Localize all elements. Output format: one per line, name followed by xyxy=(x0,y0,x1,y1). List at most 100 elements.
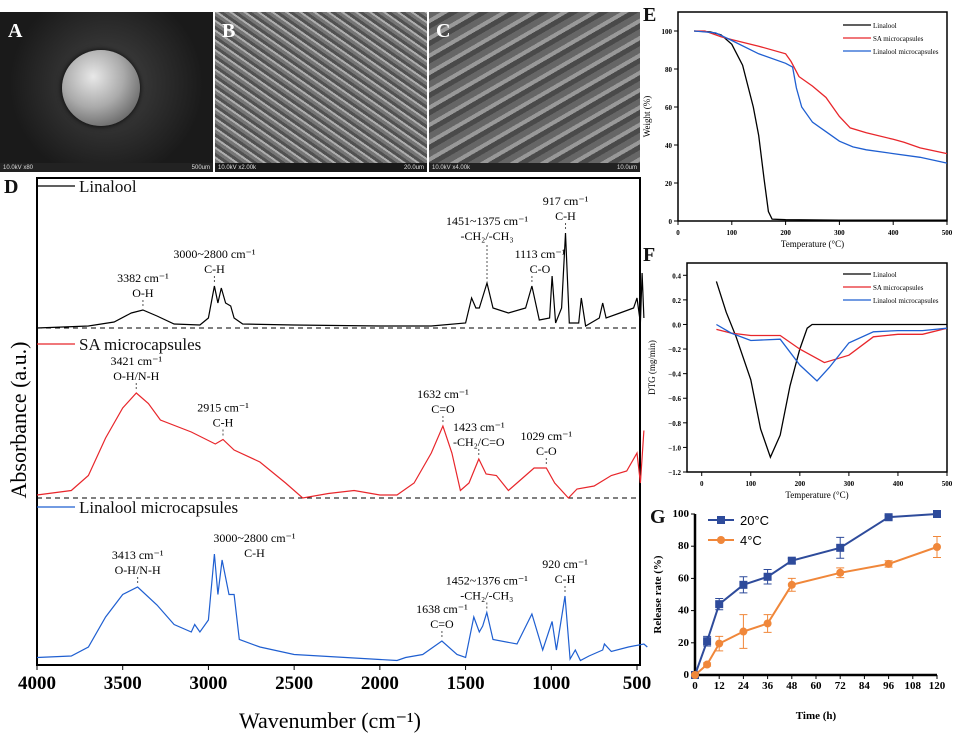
y-tick-label: 40 xyxy=(665,142,673,150)
sem-info-bar: 10.0kV x2.00k 20.0um xyxy=(215,163,427,172)
x-tick-label: 48 xyxy=(786,680,798,692)
y-tick-label: −0.8 xyxy=(668,420,681,428)
plot-frame xyxy=(686,262,948,473)
x-tick-label: 2000 xyxy=(361,673,399,694)
annotation-wavenumber: 3421 cm⁻¹ xyxy=(110,354,162,368)
y-tick-label: 60 xyxy=(678,572,690,584)
sem-scale: 500um xyxy=(191,164,210,171)
x-tick-label: 300 xyxy=(844,480,855,488)
y-tick-label: −1.0 xyxy=(668,444,681,452)
legend-marker xyxy=(717,516,725,524)
annotation-wavenumber: 3000~2800 cm⁻¹ xyxy=(173,247,255,261)
x-tick-label: 1000 xyxy=(532,673,570,694)
sem-info-bar: 10.0kV x80 500um xyxy=(0,163,213,172)
x-tick-label: 1500 xyxy=(447,673,485,694)
annotation-wavenumber: 1451~1375 cm⁻¹ xyxy=(446,214,528,228)
sem-scale: 20.0um xyxy=(403,164,424,171)
y-tick-label: 0.0 xyxy=(672,321,681,329)
sem-image-a: 10.0kV x80 500um xyxy=(0,12,213,172)
series-line-2 xyxy=(716,323,948,382)
panel-label-e: E xyxy=(643,4,657,26)
annotation-wavenumber: 3382 cm⁻¹ xyxy=(117,271,169,285)
y-axis-label: Release rate (%) xyxy=(652,555,664,634)
plot-frame xyxy=(36,177,641,666)
annotation-bond: C-H xyxy=(204,262,225,276)
data-point-square xyxy=(703,637,712,646)
annotation-wavenumber: 1632 cm⁻¹ xyxy=(417,387,469,401)
y-tick-label: 100 xyxy=(673,508,690,520)
sem-scale: 10.0um xyxy=(616,164,637,171)
panel-label-b: B xyxy=(222,20,236,42)
annotation-wavenumber: 1113 cm⁻¹ xyxy=(515,247,566,261)
x-tick-label: 500 xyxy=(942,229,953,237)
x-tick-label: 3500 xyxy=(104,673,142,694)
data-point-square xyxy=(884,513,893,522)
x-tick-label: 12 xyxy=(714,680,726,692)
x-tick-label: 4000 xyxy=(18,673,56,694)
data-point-square xyxy=(933,510,941,518)
y-tick-label: 40 xyxy=(678,605,690,617)
x-tick-label: 36 xyxy=(762,680,774,692)
data-point-circle xyxy=(787,580,796,589)
x-tick-label: 2500 xyxy=(275,673,313,694)
legend-label: Linalool microcapsules xyxy=(79,498,238,517)
x-tick-label: 400 xyxy=(893,480,904,488)
data-point-circle xyxy=(933,543,941,552)
legend-label: Linalool xyxy=(79,177,137,196)
annotation-wavenumber: 917 cm⁻¹ xyxy=(543,194,589,208)
annotation-bond: O-H/N-H xyxy=(115,563,161,577)
spectrum-line-2 xyxy=(36,553,648,662)
x-tick-label: 0 xyxy=(692,680,698,692)
y-axis-label: Absorbance (a.u.) xyxy=(6,342,31,499)
sem-info: 10.0kV x80 xyxy=(3,164,34,171)
series-line-2 xyxy=(694,30,948,164)
y-axis-label: DTG (mg/min) xyxy=(647,340,657,395)
y-tick-label: 0 xyxy=(669,218,673,226)
annotation-wavenumber: 3000~2800 cm⁻¹ xyxy=(213,531,295,545)
data-point-circle xyxy=(703,660,712,669)
annotation-wavenumber: 1029 cm⁻¹ xyxy=(521,429,573,443)
sem-info-bar: 10.0kV x4.00k 10.0um xyxy=(429,163,640,172)
y-tick-label: 0.4 xyxy=(672,272,681,280)
x-tick-label: 120 xyxy=(929,680,946,692)
panel-label-f: F xyxy=(643,244,656,266)
x-tick-label: 96 xyxy=(883,680,895,692)
legend-label: 4°C xyxy=(740,533,762,548)
annotation-bond: C-O xyxy=(536,444,557,458)
annotation-wavenumber: 3413 cm⁻¹ xyxy=(112,548,164,562)
y-tick-label: 80 xyxy=(665,66,673,74)
legend-label: Linalool microcapsules xyxy=(873,297,939,305)
data-point-square xyxy=(715,600,724,609)
x-tick-label: 200 xyxy=(795,480,806,488)
annotation-wavenumber: 920 cm⁻¹ xyxy=(542,557,588,571)
data-point-circle xyxy=(836,568,845,577)
x-tick-label: 100 xyxy=(727,229,738,237)
x-tick-label: 3000 xyxy=(189,673,227,694)
data-point-square xyxy=(836,543,845,552)
annotation-wavenumber: 1638 cm⁻¹ xyxy=(416,602,468,616)
y-tick-label: 100 xyxy=(662,28,673,36)
data-point-square xyxy=(739,580,748,589)
series-line-0 xyxy=(694,30,947,221)
x-tick-label: 60 xyxy=(811,680,823,692)
legend-label: Linalool microcapsules xyxy=(873,48,939,56)
y-tick-label: −0.2 xyxy=(668,346,681,354)
annotation-bond: C-H xyxy=(555,572,576,586)
annotation-bond: C=O xyxy=(431,402,455,416)
data-point-circle xyxy=(691,671,699,679)
y-tick-label: −0.6 xyxy=(668,395,681,403)
legend-label: SA microcapsules xyxy=(873,284,924,292)
x-axis-label: Temperature (°C) xyxy=(781,239,844,249)
data-point-circle xyxy=(739,627,748,636)
series-line-0 xyxy=(694,513,938,676)
microcapsule-sphere xyxy=(62,50,140,126)
data-point-circle xyxy=(763,619,772,628)
sem-image-c: 10.0kV x4.00k 10.0um xyxy=(429,12,640,172)
sem-info: 10.0kV x2.00k xyxy=(218,164,257,171)
annotation-bond: C=O xyxy=(430,617,454,631)
series-line-1 xyxy=(694,546,938,676)
sem-image-b: 10.0kV x2.00k 20.0um xyxy=(215,12,427,172)
x-axis-label: Wavenumber (cm⁻¹) xyxy=(239,708,421,733)
data-point-circle xyxy=(884,559,893,568)
